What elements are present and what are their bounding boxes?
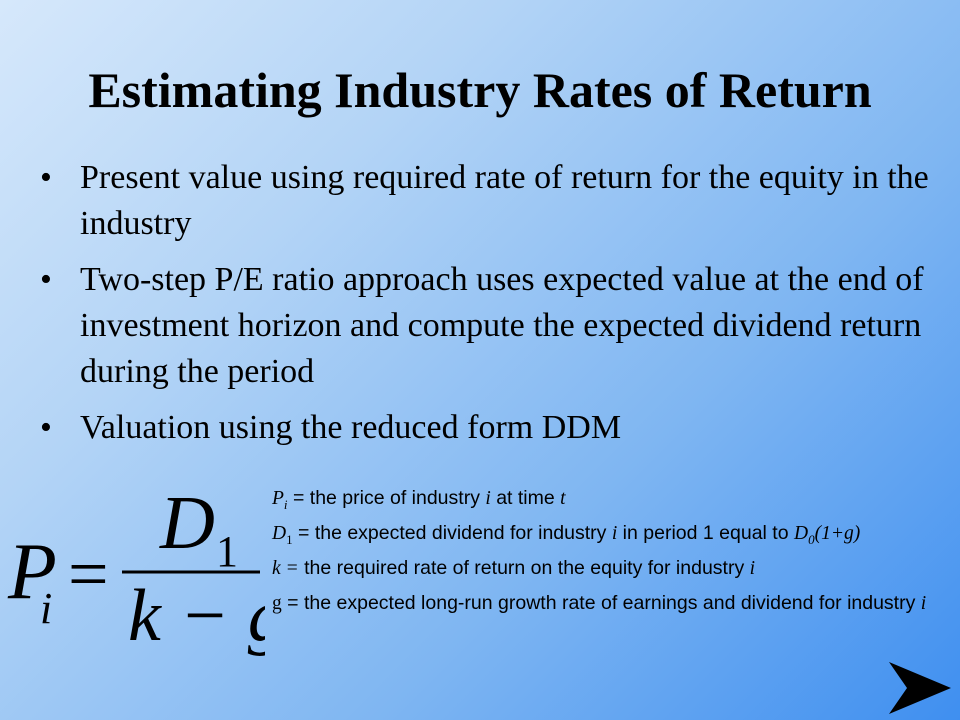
symbol-d: D — [272, 523, 287, 544]
symbol-d0-subscript: 0 — [808, 531, 815, 547]
symbol-d-subscript: 1 — [286, 531, 293, 547]
bullet-marker: • — [40, 261, 52, 298]
definition-text: = the price of industry — [287, 487, 486, 509]
symbol-p-subscript: i — [283, 496, 288, 512]
bullet-item: • Valuation using the reduced form DDM — [40, 405, 940, 451]
formula-lhs-subscript: i — [40, 584, 52, 633]
slide-title: Estimating Industry Rates of Return — [88, 62, 872, 118]
definition-price: Pi = the price of industry i at time t — [272, 486, 957, 511]
definition-text: = the expected long-run growth rate of e… — [281, 592, 921, 614]
definition-text: the required rate of return on the equit… — [298, 557, 750, 579]
formula-denominator: k − g — [128, 575, 265, 657]
symbol-d0: D — [793, 523, 809, 544]
bullet-marker: • — [40, 409, 52, 446]
bullet-text: Present value using required rate of ret… — [80, 159, 929, 242]
symbol-i: i — [749, 558, 756, 579]
symbol-i: i — [920, 593, 927, 614]
bullet-marker: • — [40, 159, 52, 196]
bullet-item: • Present value using required rate of r… — [40, 155, 940, 247]
definition-text: at time — [490, 487, 561, 509]
definition-text: in period 1 equal to — [617, 522, 794, 544]
symbol-i: i — [611, 523, 618, 544]
symbol-k: k = — [272, 558, 299, 579]
symbol-g: g — [272, 593, 282, 614]
symbol-t: t — [560, 488, 566, 509]
symbol-i: i — [485, 488, 491, 509]
ddm-formula: P i = D 1 k − g — [7, 488, 265, 657]
growth-expression: (1+g) — [814, 523, 861, 544]
bullet-item: • Two-step P/E ratio approach uses expec… — [40, 257, 940, 395]
definition-text: = the expected dividend for industry — [292, 522, 612, 544]
formula-numerator-subscript: 1 — [216, 527, 238, 576]
definition-required-return: k = the required rate of return on the e… — [272, 556, 957, 581]
arrowhead-right-icon[interactable] — [887, 660, 953, 716]
bullet-text: Valuation using the reduced form DDM — [80, 409, 622, 446]
formula-numerator: D — [159, 488, 215, 565]
bullet-text: Two-step P/E ratio approach uses expecte… — [80, 261, 924, 390]
formula-lhs: P — [7, 528, 57, 616]
symbol-p: P — [272, 488, 284, 509]
formula-equals: = — [68, 534, 109, 614]
definition-dividend: D1 = the expected dividend for industry … — [272, 521, 957, 546]
definition-growth: g = the expected long-run growth rate of… — [272, 591, 957, 616]
variable-definitions: Pi = the price of industry i at time t D… — [272, 486, 957, 626]
bullet-list: • Present value using required rate of r… — [40, 155, 940, 461]
